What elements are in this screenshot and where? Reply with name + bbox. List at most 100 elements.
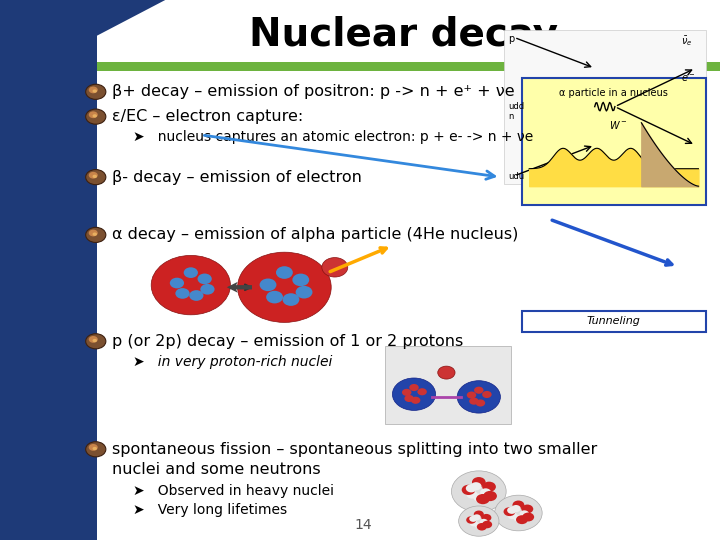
Circle shape [462,485,475,495]
Circle shape [513,501,524,509]
Text: p: p [508,35,514,44]
Circle shape [482,482,496,492]
Circle shape [93,233,97,236]
Circle shape [459,506,499,536]
Text: β- decay – emission of electron: β- decay – emission of electron [112,170,361,185]
Text: udd
n: udd n [508,102,524,121]
Circle shape [266,291,283,303]
Text: α decay – emission of alpha particle (4He nucleus): α decay – emission of alpha particle (4H… [112,227,518,242]
Circle shape [93,114,97,118]
Circle shape [466,484,477,492]
Circle shape [86,442,106,457]
Circle shape [392,378,436,410]
Circle shape [467,516,477,524]
Text: $W^-$: $W^-$ [609,119,628,131]
Bar [0,0,97,540]
Circle shape [402,389,411,396]
Circle shape [467,490,477,498]
Bar [504,30,706,184]
Text: Tunneling: Tunneling [587,316,641,326]
Circle shape [507,507,517,514]
Circle shape [474,387,484,394]
Circle shape [200,284,215,295]
Circle shape [480,488,491,497]
Circle shape [296,286,312,299]
Bar [385,346,511,424]
Circle shape [86,84,106,99]
Text: β+ decay – emission of positron: p -> n + e⁺ + νe: β+ decay – emission of positron: p -> n … [112,84,514,99]
Text: ➤   Observed in heavy nuclei: ➤ Observed in heavy nuclei [133,484,334,498]
Text: $e^-$: $e^-$ [681,73,696,84]
Circle shape [471,482,482,490]
Circle shape [260,279,276,291]
Bar [522,310,706,332]
Circle shape [520,510,529,517]
Text: α particle in a nucleus: α particle in a nucleus [559,89,668,98]
Circle shape [86,227,106,242]
Circle shape [282,293,300,306]
Circle shape [189,290,204,301]
Circle shape [238,252,331,322]
Bar [522,78,706,205]
Circle shape [93,90,97,93]
Circle shape [176,288,189,299]
Circle shape [474,523,483,529]
Circle shape [457,381,500,413]
Circle shape [483,491,497,501]
Circle shape [93,447,97,450]
Circle shape [521,504,534,514]
Circle shape [93,175,97,178]
Circle shape [184,267,198,278]
Circle shape [482,391,492,398]
Circle shape [477,523,487,530]
Circle shape [474,510,484,518]
Polygon shape [227,282,252,293]
Text: 14: 14 [355,518,372,532]
Circle shape [89,86,98,93]
Circle shape [292,274,309,286]
Circle shape [411,397,420,404]
Circle shape [473,494,485,502]
Bar [97,62,720,71]
Circle shape [513,515,523,522]
Circle shape [495,495,542,531]
Circle shape [322,258,348,277]
Circle shape [170,278,184,288]
Text: nuclei and some neutrons: nuclei and some neutrons [112,462,320,477]
Circle shape [467,392,476,399]
Circle shape [86,170,106,185]
Circle shape [473,514,481,521]
Circle shape [476,494,490,504]
Text: ➤   Very long lifetimes: ➤ Very long lifetimes [133,503,287,517]
Text: $\bar{\nu}_e$: $\bar{\nu}_e$ [681,35,693,48]
Text: udu: udu [508,172,524,180]
Text: Nuclear decay: Nuclear decay [248,16,558,54]
Circle shape [438,366,455,379]
Circle shape [197,274,212,284]
Circle shape [86,109,106,124]
Circle shape [469,521,478,526]
Circle shape [469,516,477,522]
Circle shape [481,514,492,522]
Circle shape [503,507,516,516]
Text: p (or 2p) decay – emission of 1 or 2 protons: p (or 2p) decay – emission of 1 or 2 pro… [112,334,463,349]
Circle shape [151,255,230,315]
Polygon shape [0,0,166,86]
Circle shape [89,230,98,237]
Text: ε/EC – electron capture:: ε/EC – electron capture: [112,109,303,124]
Circle shape [409,384,419,391]
Circle shape [451,471,506,512]
Circle shape [86,334,106,349]
Circle shape [511,505,521,512]
Circle shape [89,336,98,343]
Text: ➤   in very proton-rich nuclei: ➤ in very proton-rich nuclei [133,355,333,369]
Circle shape [522,512,534,522]
Circle shape [480,519,488,525]
Circle shape [472,477,485,487]
Circle shape [405,395,414,402]
Circle shape [516,515,528,524]
Circle shape [89,444,98,451]
Circle shape [89,111,98,118]
Text: ➤   nucleus captures an atomic electron: p + e- -> n + νe: ➤ nucleus captures an atomic electron: p… [133,130,534,144]
Text: spontaneous fission – spontaneous splitting into two smaller: spontaneous fission – spontaneous splitt… [112,442,597,457]
